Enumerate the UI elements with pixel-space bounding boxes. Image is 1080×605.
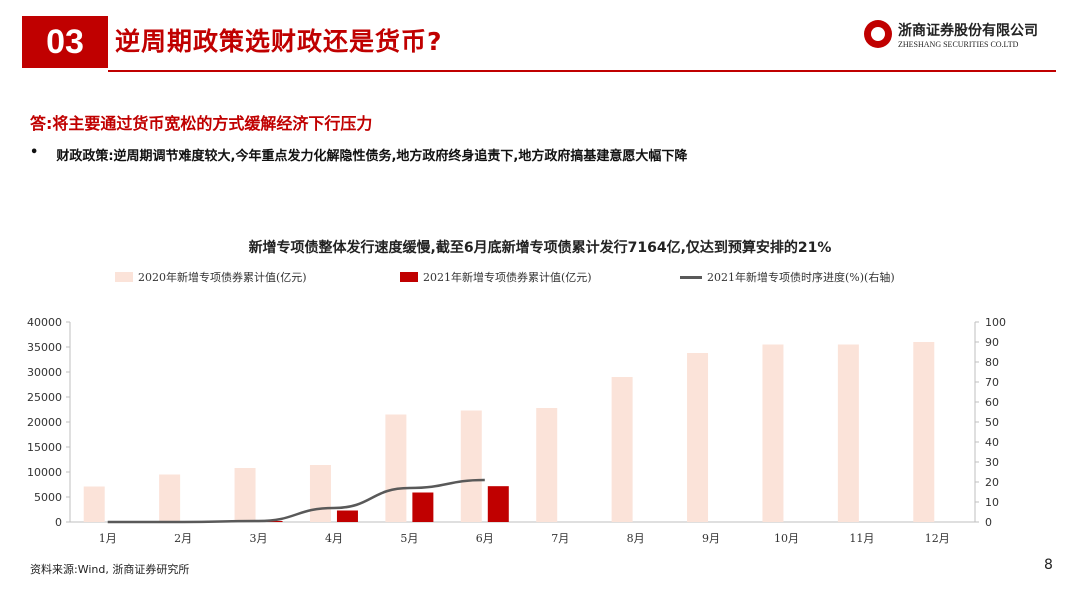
section-number-badge: 03	[22, 16, 108, 68]
bullet-text: 财政政策:逆周期调节难度较大,今年重点发力化解隐性债务,地方政府终身追责下,地方…	[56, 149, 688, 164]
bar-2020	[309, 465, 331, 522]
bar-2020	[687, 353, 709, 522]
x-tick-label: 5月	[400, 532, 418, 545]
bullet-point: • 财政政策:逆周期调节难度较大,今年重点发力化解隐性债务,地方政府终身追责下,…	[30, 145, 687, 164]
left-y-tick-label: 30000	[27, 366, 62, 379]
left-y-tick-label: 25000	[27, 391, 62, 404]
x-tick-label: 9月	[702, 532, 720, 545]
bar-2020	[536, 408, 558, 522]
left-y-tick-label: 40000	[27, 316, 62, 329]
right-y-tick-label: 50	[985, 416, 999, 429]
legend-item-2020: 2020年新增专项债券累计值(亿元)	[115, 269, 307, 285]
right-y-tick-label: 80	[985, 356, 999, 369]
source-note: 资料来源:Wind, 浙商证券研究所	[30, 563, 190, 576]
bar-2020	[762, 344, 784, 522]
page-number: 8	[1044, 557, 1053, 573]
bar-2020	[83, 486, 105, 522]
company-logo-icon	[864, 20, 892, 48]
x-tick-label: 3月	[250, 532, 268, 545]
left-y-tick-label: 10000	[27, 466, 62, 479]
company-logo: 浙商证券股份有限公司 ZHESHANG SECURITIES CO.LTD	[864, 18, 1064, 60]
x-tick-label: 2月	[174, 532, 192, 545]
legend-label-2021: 2021年新增专项债券累计值(亿元)	[423, 271, 592, 284]
bar-2020	[234, 468, 256, 522]
bar-2020	[913, 342, 935, 522]
bullet-marker: •	[30, 145, 39, 160]
legend-line-progress	[680, 275, 702, 279]
title-divider	[108, 70, 1056, 72]
bar-2021	[487, 486, 509, 522]
bar-2020	[837, 344, 859, 522]
right-y-tick-label: 10	[985, 496, 999, 509]
left-y-tick-label: 20000	[27, 416, 62, 429]
right-y-tick-label: 30	[985, 456, 999, 469]
left-y-tick-label: 0	[55, 516, 62, 529]
left-y-tick-label: 35000	[27, 341, 62, 354]
right-y-tick-label: 100	[985, 316, 1006, 329]
x-tick-label: 12月	[925, 532, 950, 545]
answer-heading: 答:将主要通过货币宽松的方式缓解经济下行压力	[30, 114, 373, 133]
legend-label-progress: 2021年新增专项债时序进度(%)(右轴)	[707, 271, 895, 284]
legend-item-progress: 2021年新增专项债时序进度(%)(右轴)	[680, 269, 895, 285]
left-y-tick-label: 15000	[27, 441, 62, 454]
page-title: 逆周期政策选财政还是货币?	[115, 27, 443, 56]
bar-2020	[385, 414, 407, 522]
right-y-tick-label: 70	[985, 376, 999, 389]
series-line-progress	[107, 478, 485, 524]
logo-text-cn: 浙商证券股份有限公司	[898, 23, 1038, 39]
chart-title: 新增专项债整体发行速度缓慢,截至6月底新增专项债累计发行7164亿,仅达到预算安…	[248, 240, 832, 256]
right-y-tick-label: 60	[985, 396, 999, 409]
bar-2020	[611, 377, 633, 522]
legend-label-2020: 2020年新增专项债券累计值(亿元)	[138, 271, 307, 284]
bar-2021	[336, 510, 358, 522]
legend-swatch-2020	[115, 272, 133, 282]
x-tick-label: 6月	[476, 532, 494, 545]
bar-2020	[159, 474, 181, 522]
legend-item-2021: 2021年新增专项债券累计值(亿元)	[400, 269, 592, 285]
legend-swatch-2021	[400, 272, 418, 282]
x-tick-label: 11月	[849, 532, 874, 545]
right-y-tick-label: 90	[985, 336, 999, 349]
right-y-tick-label: 0	[985, 516, 992, 529]
x-tick-label: 7月	[551, 532, 569, 545]
x-tick-label: 1月	[99, 532, 117, 545]
right-y-tick-label: 20	[985, 476, 999, 489]
x-tick-label: 8月	[627, 532, 645, 545]
left-y-tick-label: 5000	[34, 491, 62, 504]
bar-2020	[460, 410, 482, 522]
x-tick-label: 4月	[325, 532, 343, 545]
right-y-tick-label: 40	[985, 436, 999, 449]
bar-2021	[412, 492, 434, 522]
logo-text-en: ZHESHANG SECURITIES CO.LTD	[898, 40, 1019, 49]
x-tick-label: 10月	[774, 532, 799, 545]
